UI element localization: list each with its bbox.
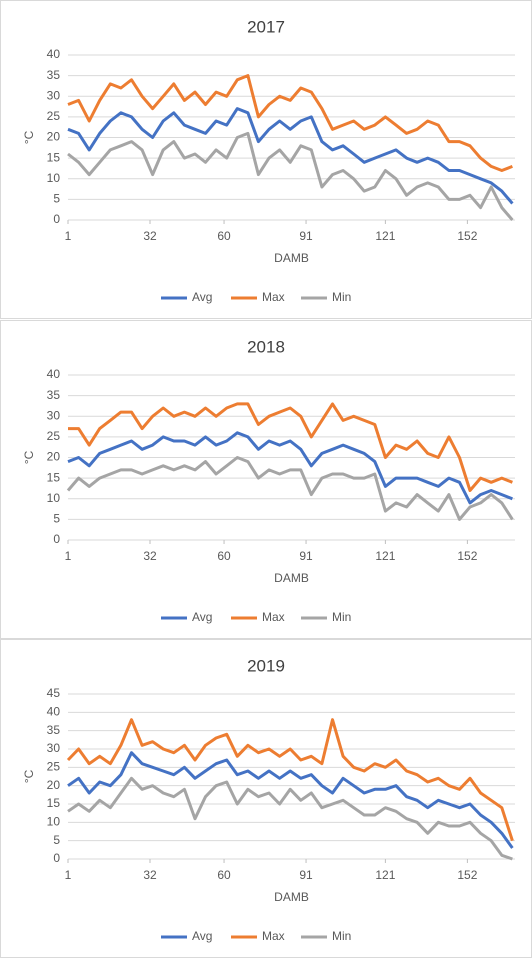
x-tick-label: 1 (65, 549, 72, 563)
x-tick-label: 152 (457, 868, 477, 882)
series-line (67, 131, 514, 221)
y-tick-label: 20 (47, 778, 61, 792)
y-tick-label: 10 (47, 491, 61, 505)
y-tick-label: 20 (47, 130, 61, 144)
legend-label: Min (332, 290, 351, 304)
chart-title: 2017 (247, 17, 285, 36)
y-tick-label: 40 (47, 705, 61, 719)
y-tick-label: 35 (47, 68, 61, 82)
x-tick-label: 32 (143, 549, 157, 563)
y-tick-label: 30 (47, 408, 61, 422)
x-tick-label: 91 (299, 868, 313, 882)
panel-border (0, 0, 532, 319)
y-tick-label: 15 (47, 470, 61, 484)
y-tick-label: 35 (47, 388, 61, 402)
y-axis-title: °C (22, 130, 36, 144)
y-tick-label: 5 (53, 833, 60, 847)
x-tick-label: 91 (299, 549, 313, 563)
series-line (68, 402, 513, 492)
y-axis-title: °C (22, 450, 36, 464)
y-tick-label: 45 (47, 686, 61, 700)
legend-label: Min (332, 929, 351, 943)
legend-label: Avg (192, 290, 212, 304)
legend-label: Avg (192, 929, 212, 943)
x-tick-label: 1 (65, 229, 72, 243)
y-tick-label: 40 (47, 367, 61, 381)
y-tick-label: 25 (47, 429, 61, 443)
legend-label: Max (262, 290, 285, 304)
legend-label: Max (262, 610, 285, 624)
y-tick-label: 30 (47, 741, 61, 755)
legend-label: Min (332, 610, 351, 624)
series-line (67, 751, 514, 849)
x-tick-label: 1 (65, 868, 72, 882)
x-tick-label: 152 (457, 549, 477, 563)
chart: 2018 0 5 10 15 20 25 30 35 40 1 32 60 91 121 152 DAMB °C A… (0, 320, 532, 639)
panel-border (0, 639, 532, 958)
y-tick-label: 15 (47, 150, 61, 164)
x-tick-label: 60 (217, 229, 231, 243)
x-tick-label: 60 (217, 868, 231, 882)
series-line (66, 718, 514, 842)
y-tick-label: 25 (47, 109, 61, 123)
y-tick-label: 0 (53, 851, 60, 865)
y-tick-label: 30 (47, 88, 61, 102)
y-axis-title: °C (22, 769, 36, 783)
chart: 2019 0 5 10 15 20 25 30 35 40 45 1 32 60 91 121 152 DAMB °… (0, 639, 532, 958)
x-tick-label: 91 (299, 229, 313, 243)
chart-title: 2019 (247, 656, 285, 675)
y-tick-label: 40 (47, 47, 61, 61)
x-tick-label: 121 (375, 229, 395, 243)
x-tick-label: 121 (375, 868, 395, 882)
y-tick-label: 15 (47, 796, 61, 810)
y-tick-label: 0 (53, 212, 60, 226)
y-tick-label: 10 (47, 815, 61, 829)
y-tick-label: 25 (47, 760, 61, 774)
x-tick-label: 32 (143, 229, 157, 243)
x-axis-title: DAMB (274, 251, 309, 265)
y-tick-label: 0 (53, 532, 60, 546)
series-line (67, 74, 513, 172)
x-tick-label: 60 (217, 549, 231, 563)
y-tick-label: 5 (53, 512, 60, 526)
x-tick-label: 121 (375, 549, 395, 563)
series-line (67, 107, 514, 205)
series-line (67, 431, 513, 505)
x-axis-title: DAMB (274, 890, 309, 904)
x-axis-title: DAMB (274, 571, 309, 585)
legend-label: Avg (192, 610, 212, 624)
series-line (66, 456, 514, 521)
y-tick-label: 5 (53, 192, 60, 206)
y-tick-label: 35 (47, 723, 61, 737)
legend-label: Max (262, 929, 285, 943)
chart: 2017 0 5 10 15 20 25 30 35 40 1 32 60 91 121 152 DAMB °C A… (0, 0, 532, 319)
y-tick-label: 10 (47, 171, 61, 185)
y-tick-label: 20 (47, 450, 61, 464)
chart-title: 2018 (247, 337, 285, 356)
x-tick-label: 32 (143, 868, 157, 882)
series-line (67, 776, 513, 861)
x-tick-label: 152 (457, 229, 477, 243)
